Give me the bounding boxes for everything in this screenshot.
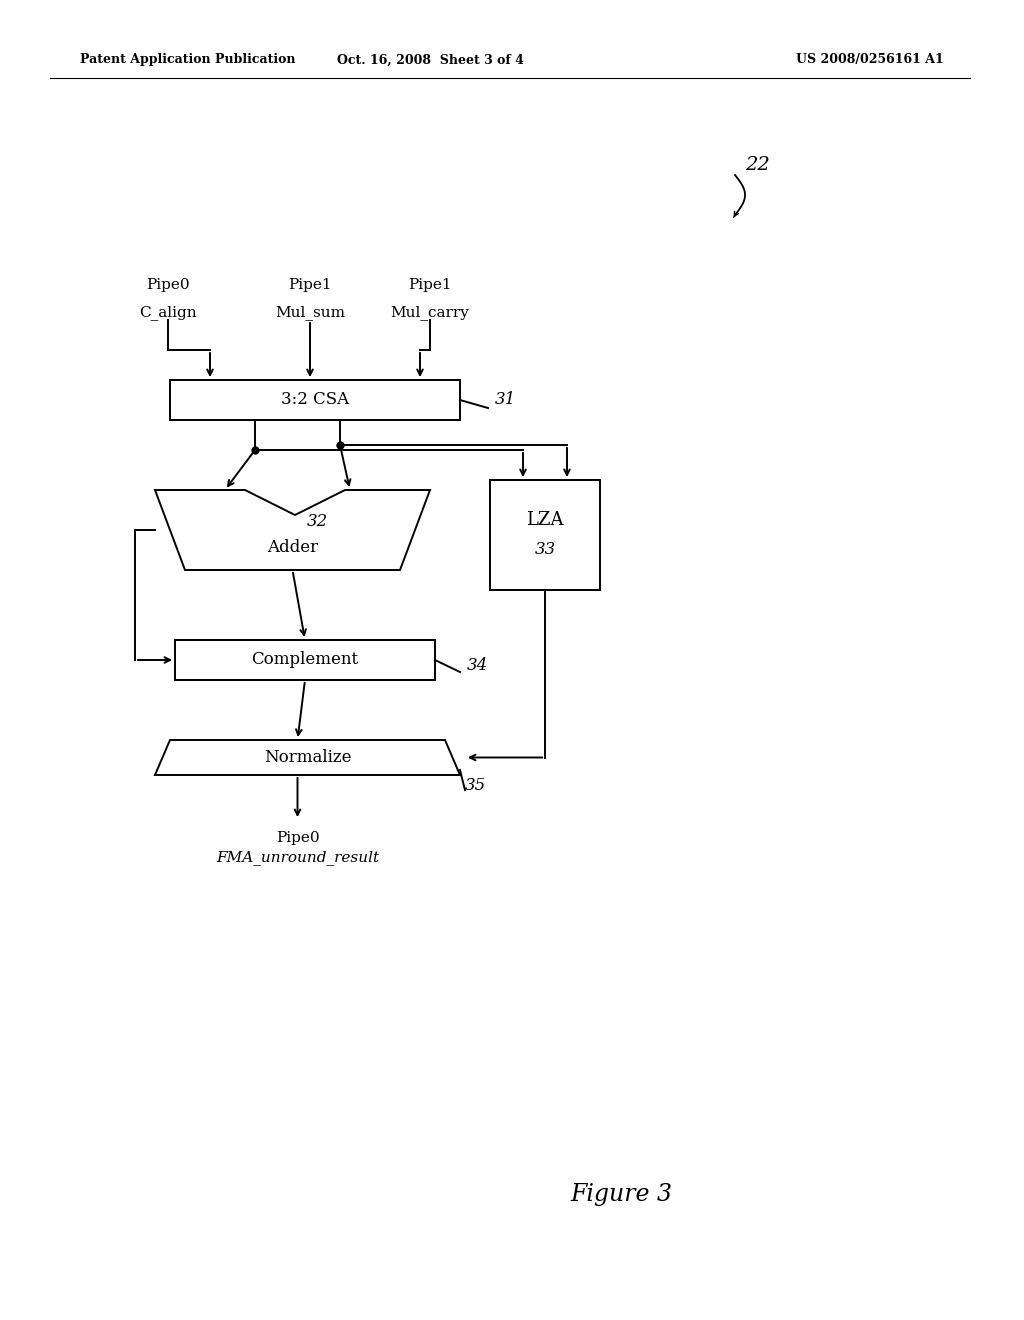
Text: FMA_unround_result: FMA_unround_result (216, 850, 379, 866)
Text: C_align: C_align (139, 305, 197, 321)
Text: Adder: Adder (267, 540, 318, 557)
Text: Pipe0: Pipe0 (275, 832, 319, 845)
Text: Normalize: Normalize (264, 748, 351, 766)
Text: Pipe0: Pipe0 (146, 279, 189, 292)
Text: 3:2 CSA: 3:2 CSA (281, 392, 349, 408)
Bar (490, 480, 600, 590)
Text: 35: 35 (465, 776, 486, 793)
Text: Oct. 16, 2008  Sheet 3 of 4: Oct. 16, 2008 Sheet 3 of 4 (337, 54, 523, 66)
Text: Patent Application Publication: Patent Application Publication (80, 54, 296, 66)
Text: Complement: Complement (252, 652, 358, 668)
Text: Pipe1: Pipe1 (288, 279, 332, 292)
Text: 32: 32 (307, 513, 328, 531)
Text: Figure 3: Figure 3 (570, 1184, 672, 1206)
Bar (170, 380, 460, 420)
Text: 22: 22 (745, 156, 770, 174)
Polygon shape (155, 741, 460, 775)
Bar (175, 640, 435, 680)
Text: 34: 34 (467, 656, 488, 673)
Polygon shape (155, 490, 430, 570)
Text: US 2008/0256161 A1: US 2008/0256161 A1 (796, 54, 944, 66)
Text: Mul_carry: Mul_carry (390, 305, 469, 321)
Text: Mul_sum: Mul_sum (275, 305, 345, 321)
Text: 33: 33 (535, 541, 556, 558)
Text: 31: 31 (495, 392, 516, 408)
Text: Pipe1: Pipe1 (409, 279, 452, 292)
Text: LZA: LZA (526, 511, 564, 529)
